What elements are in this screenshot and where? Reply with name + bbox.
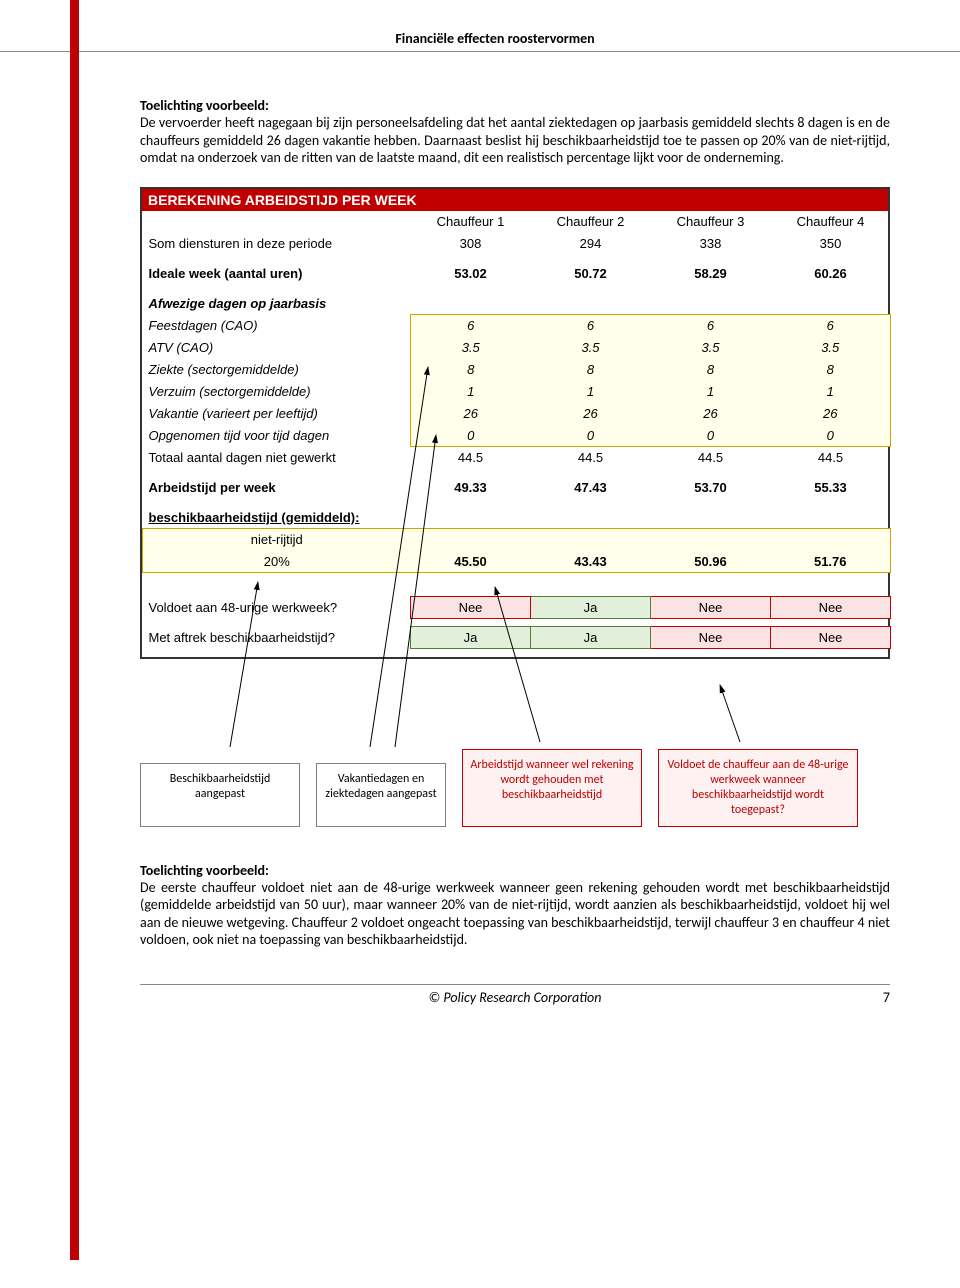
callout-vakantie: Vakantiedagen en ziektedagen aangepast xyxy=(316,763,446,827)
intro-heading: Toelichting voorbeeld: xyxy=(140,97,890,114)
col-header: Chauffeur 3 xyxy=(651,211,771,233)
table-row: Voldoet aan 48-urige werkweek? Nee Ja Ne… xyxy=(143,597,891,619)
row-label: Afwezige dagen op jaarbasis xyxy=(143,293,411,315)
calc-table-title: BEREKENING ARBEIDSTIJD PER WEEK xyxy=(142,189,888,211)
table-row: Ideale week (aantal uren) 53.02 50.72 58… xyxy=(143,263,891,285)
page-header-title: Financiële effecten roostervormen xyxy=(100,30,890,47)
row-label: Opgenomen tijd voor tijd dagen xyxy=(143,425,411,447)
row-label: Vakantie (varieert per leeftijd) xyxy=(143,403,411,425)
row-label: 20% xyxy=(143,551,411,573)
table-row: Opgenomen tijd voor tijd dagen 0 0 0 0 xyxy=(143,425,891,447)
callout-beschikbaarheid: Beschikbaarheidstijd aangepast xyxy=(140,763,300,827)
col-header: Chauffeur 2 xyxy=(531,211,651,233)
header-rule xyxy=(0,51,960,52)
outro-block: Toelichting voorbeeld: De eerste chauffe… xyxy=(140,862,890,949)
callouts-row: Beschikbaarheidstijd aangepast Vakantied… xyxy=(140,749,890,827)
table-row: 20% 45.50 43.43 50.96 51.76 xyxy=(143,551,891,573)
callout-arbeidstijd: Arbeidstijd wanneer wel rekening wordt g… xyxy=(462,749,642,827)
row-label: ATV (CAO) xyxy=(143,337,411,359)
outro-text: De eerste chauffeur voldoet niet aan de … xyxy=(140,879,890,949)
row-label: Arbeidstijd per week xyxy=(143,477,411,499)
table-row: Arbeidstijd per week 49.33 47.43 53.70 5… xyxy=(143,477,891,499)
table-row: Feestdagen (CAO) 6 6 6 6 xyxy=(143,315,891,337)
row-label: Totaal aantal dagen niet gewerkt xyxy=(143,447,411,469)
col-header: Chauffeur 4 xyxy=(771,211,891,233)
intro-text: De vervoerder heeft nagegaan bij zijn pe… xyxy=(140,114,890,167)
left-red-bar xyxy=(70,0,79,1260)
footer-copyright: © Policy Research Corporation xyxy=(140,989,890,1006)
row-label: beschikbaarheidstijd (gemiddeld): xyxy=(143,507,411,529)
row-label: Ziekte (sectorgemiddelde) xyxy=(143,359,411,381)
table-row: Totaal aantal dagen niet gewerkt 44.5 44… xyxy=(143,447,891,469)
col-header: Chauffeur 1 xyxy=(411,211,531,233)
row-label: Ideale week (aantal uren) xyxy=(143,263,411,285)
table-row: Som diensturen in deze periode 308 294 3… xyxy=(143,233,891,255)
row-label: Som diensturen in deze periode xyxy=(143,233,411,255)
table-row: Verzuim (sectorgemiddelde) 1 1 1 1 xyxy=(143,381,891,403)
table-row: beschikbaarheidstijd (gemiddeld): xyxy=(143,507,891,529)
calc-section: BEREKENING ARBEIDSTIJD PER WEEK Chauffeu… xyxy=(140,187,890,827)
table-row: niet-rijtijd xyxy=(143,529,891,551)
row-label: Voldoet aan 48-urige werkweek? xyxy=(143,597,411,619)
page-footer: © Policy Research Corporation 7 xyxy=(140,984,890,1006)
row-label: niet-rijtijd xyxy=(143,529,411,551)
row-label: Feestdagen (CAO) xyxy=(143,315,411,337)
table-header-row: Chauffeur 1 Chauffeur 2 Chauffeur 3 Chau… xyxy=(143,211,891,233)
row-label: Met aftrek beschikbaarheidstijd? xyxy=(143,627,411,649)
table-row: ATV (CAO) 3.5 3.5 3.5 3.5 xyxy=(143,337,891,359)
row-label: Verzuim (sectorgemiddelde) xyxy=(143,381,411,403)
callout-voldoet: Voldoet de chauffeur aan de 48-urige wer… xyxy=(658,749,858,827)
table-row: Met aftrek beschikbaarheidstijd? Ja Ja N… xyxy=(143,627,891,649)
table-row: Ziekte (sectorgemiddelde) 8 8 8 8 xyxy=(143,359,891,381)
table-row: Vakantie (varieert per leeftijd) 26 26 2… xyxy=(143,403,891,425)
table-row: Afwezige dagen op jaarbasis xyxy=(143,293,891,315)
outro-heading: Toelichting voorbeeld: xyxy=(140,862,890,879)
intro-block: Toelichting voorbeeld: De vervoerder hee… xyxy=(140,97,890,167)
calc-table-frame: BEREKENING ARBEIDSTIJD PER WEEK Chauffeu… xyxy=(140,187,890,659)
calc-table: Chauffeur 1 Chauffeur 2 Chauffeur 3 Chau… xyxy=(142,211,891,657)
